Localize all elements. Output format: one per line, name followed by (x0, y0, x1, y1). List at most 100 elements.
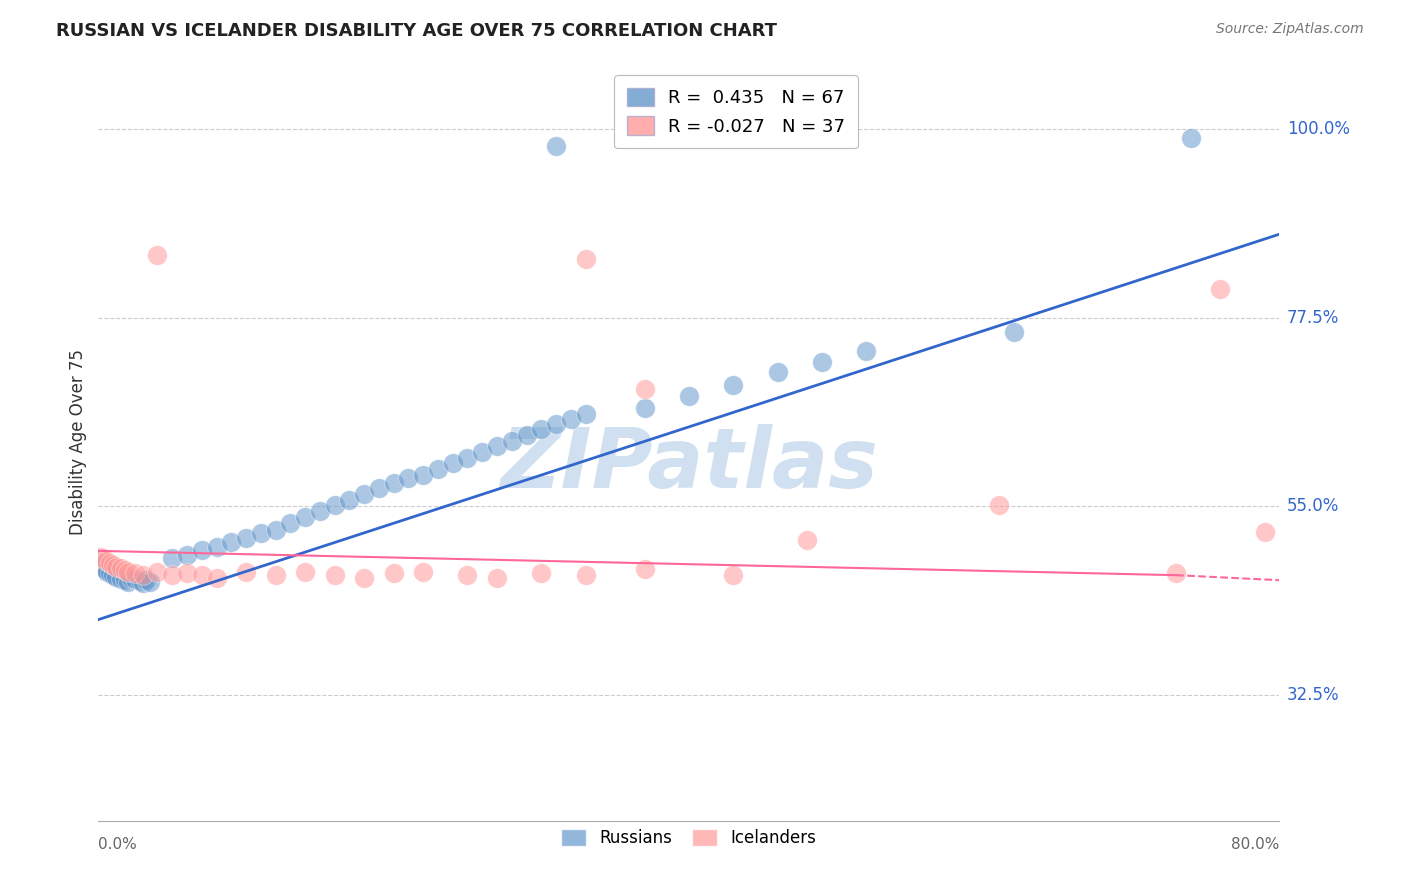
Point (205, 571, 228, 585)
Point (309, 503, 332, 517)
Point (264, 568, 287, 582)
Point (176, 548, 198, 562)
Point (810, 355, 832, 369)
Point (235, 531, 257, 545)
Point (139, 574, 162, 589)
Point (91, 551, 114, 566)
Text: 32.5%: 32.5% (1286, 686, 1340, 704)
Point (471, 445, 494, 459)
Text: ZIPatlas: ZIPatlas (501, 424, 877, 505)
Point (1254, 524, 1277, 539)
Point (546, 417, 568, 432)
Point (412, 565, 434, 579)
Point (124, 573, 146, 587)
Point (96, 565, 118, 579)
Point (486, 439, 509, 453)
Text: 0.0%: 0.0% (98, 838, 138, 853)
Text: 55.0%: 55.0% (1286, 498, 1340, 516)
Point (98, 557, 121, 571)
Point (114, 573, 136, 587)
Point (94, 554, 117, 568)
Point (796, 533, 818, 547)
Point (530, 566, 553, 581)
Text: 77.5%: 77.5% (1286, 309, 1340, 327)
Point (988, 498, 1011, 512)
Point (398, 471, 420, 485)
Point (723, 568, 745, 582)
Point (457, 450, 479, 465)
Point (412, 467, 434, 482)
Point (90, 558, 112, 573)
Point (93, 561, 115, 575)
Point (280, 516, 302, 531)
Y-axis label: Disability Age Over 75: Disability Age Over 75 (69, 349, 87, 534)
Point (135, 573, 157, 587)
Point (766, 366, 789, 380)
Point (382, 475, 405, 490)
Point (353, 571, 375, 585)
Point (146, 565, 169, 579)
Point (110, 572, 132, 586)
Point (323, 568, 346, 582)
Point (516, 428, 538, 442)
Point (678, 389, 700, 403)
Point (501, 434, 523, 449)
Point (124, 566, 146, 581)
Point (110, 561, 132, 575)
Point (855, 344, 877, 359)
Point (120, 571, 142, 585)
Point (235, 565, 257, 579)
Point (723, 378, 745, 392)
Text: RUSSIAN VS ICELANDER DISABILITY AGE OVER 75 CORRELATION CHART: RUSSIAN VS ICELANDER DISABILITY AGE OVER… (56, 22, 778, 40)
Point (382, 566, 405, 581)
Point (162, 551, 183, 566)
Point (250, 526, 273, 541)
Point (191, 568, 214, 582)
Point (132, 575, 155, 590)
Point (162, 568, 183, 582)
Point (457, 568, 479, 582)
Legend: Russians, Icelanders: Russians, Icelanders (554, 822, 824, 854)
Point (353, 487, 375, 501)
Point (323, 498, 346, 512)
Point (117, 574, 139, 589)
Point (103, 568, 125, 582)
Point (91, 559, 114, 574)
Point (221, 534, 243, 549)
Point (1209, 282, 1232, 296)
Point (176, 566, 198, 581)
Point (103, 558, 125, 573)
Point (486, 571, 509, 585)
Point (89, 549, 111, 564)
Point (132, 568, 155, 582)
Point (114, 563, 136, 577)
Point (105, 570, 128, 584)
Point (1180, 131, 1202, 145)
Point (105, 559, 128, 574)
Point (94, 563, 117, 577)
Point (546, 139, 568, 153)
Point (441, 456, 464, 470)
Point (634, 401, 657, 415)
Text: 80.0%: 80.0% (1232, 838, 1279, 853)
Text: 100.0%: 100.0% (1286, 120, 1350, 138)
Point (294, 509, 316, 524)
Point (264, 523, 287, 537)
Point (530, 422, 553, 436)
Text: Source: ZipAtlas.com: Source: ZipAtlas.com (1216, 22, 1364, 37)
Point (128, 574, 150, 588)
Point (339, 492, 361, 507)
Point (89, 557, 111, 571)
Point (427, 462, 450, 476)
Point (191, 543, 214, 558)
Point (205, 540, 228, 554)
Point (560, 411, 582, 425)
Point (1166, 566, 1188, 581)
Point (117, 565, 139, 579)
Point (1002, 325, 1025, 339)
Point (146, 248, 169, 262)
Point (575, 407, 598, 421)
Point (98, 566, 121, 581)
Point (294, 565, 316, 579)
Point (368, 481, 391, 495)
